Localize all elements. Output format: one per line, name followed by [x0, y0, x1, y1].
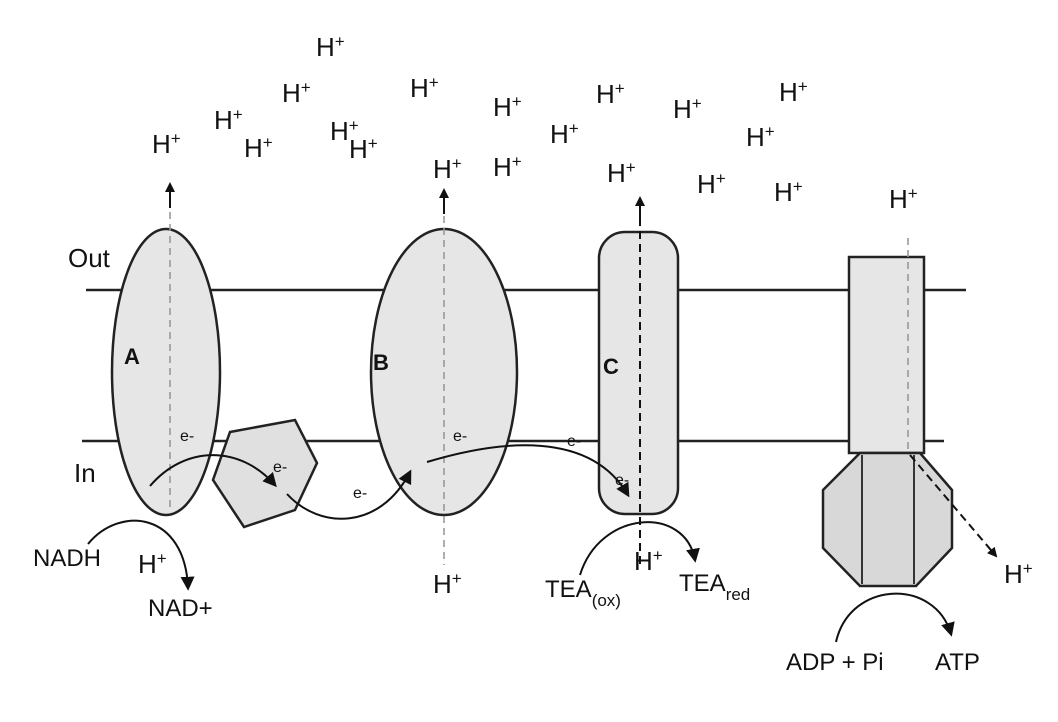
electron-label: e-	[180, 428, 194, 445]
electron-label: e-	[453, 428, 467, 445]
proton-label: H+	[138, 549, 167, 579]
outside-protons: H+ H+ H+ H+ H+ H+ H+ H+ H+ H+ H+ H+ H+ H…	[152, 32, 918, 214]
proton-label: H+	[607, 158, 636, 188]
adp-pi-label: ADP + Pi	[786, 649, 884, 676]
complex-c	[597, 230, 680, 516]
electron-path-a-to-carrier	[149, 454, 277, 488]
proton-label: H+	[282, 78, 311, 108]
electron-label: e-	[567, 433, 581, 450]
proton-label: H+	[889, 184, 918, 214]
nadh-oxidation-arrow	[87, 519, 195, 591]
electron-path-b-to-c	[426, 444, 630, 498]
proton-label: H+	[1004, 559, 1033, 589]
proton-label: H+	[244, 133, 273, 163]
proton-label: H+	[746, 122, 775, 152]
proton-label: H+	[410, 73, 439, 103]
in-label: In	[74, 458, 96, 488]
nad-plus-label: NAD+	[148, 595, 213, 622]
complex-a	[110, 227, 222, 517]
electron-labels: e- e- e- e- e- e-	[180, 428, 629, 502]
inside-protons: H+ H+ H+ H+	[138, 546, 1033, 599]
complex-a-label: A	[124, 344, 140, 369]
nadh-label: NADH	[33, 545, 101, 572]
complex-c-label: C	[603, 354, 619, 379]
proton-label: H+	[673, 94, 702, 124]
proton-label: H+	[152, 129, 181, 159]
electron-label: e-	[615, 472, 629, 489]
proton-label: H+	[634, 546, 663, 576]
proton-label: H+	[550, 119, 579, 149]
proton-label: H+	[330, 116, 359, 146]
atp-synthase-proton-exit-arrow	[909, 454, 998, 558]
proton-label: H+	[433, 569, 462, 599]
proton-label: H+	[349, 134, 378, 164]
proton-label: H+	[774, 177, 803, 207]
atp-label: ATP	[935, 649, 980, 676]
complex-b-label: B	[373, 350, 389, 375]
electron-path-carrier-to-b	[286, 469, 412, 520]
atp-synthesis-arrow	[835, 592, 955, 643]
proton-label: H+	[493, 92, 522, 122]
proton-label: H+	[214, 105, 243, 135]
tea-reduction-arrow	[579, 521, 700, 576]
proton-label: H+	[779, 77, 808, 107]
mobile-carrier-pentagon	[211, 418, 319, 529]
proton-label: H+	[596, 79, 625, 109]
atp-synthase-stalk	[847, 255, 926, 455]
tea-ox-label: TEA(ox)	[545, 576, 621, 610]
electron-label: e-	[273, 459, 287, 476]
proton-label: H+	[697, 169, 726, 199]
tea-red-label: TEAred	[679, 570, 750, 604]
proton-label: H+	[493, 152, 522, 182]
proton-label: H+	[433, 154, 462, 184]
atp-synthase-head	[821, 451, 954, 588]
out-label: Out	[68, 243, 111, 273]
electron-label: e-	[353, 485, 367, 502]
proton-label: H+	[316, 32, 345, 62]
